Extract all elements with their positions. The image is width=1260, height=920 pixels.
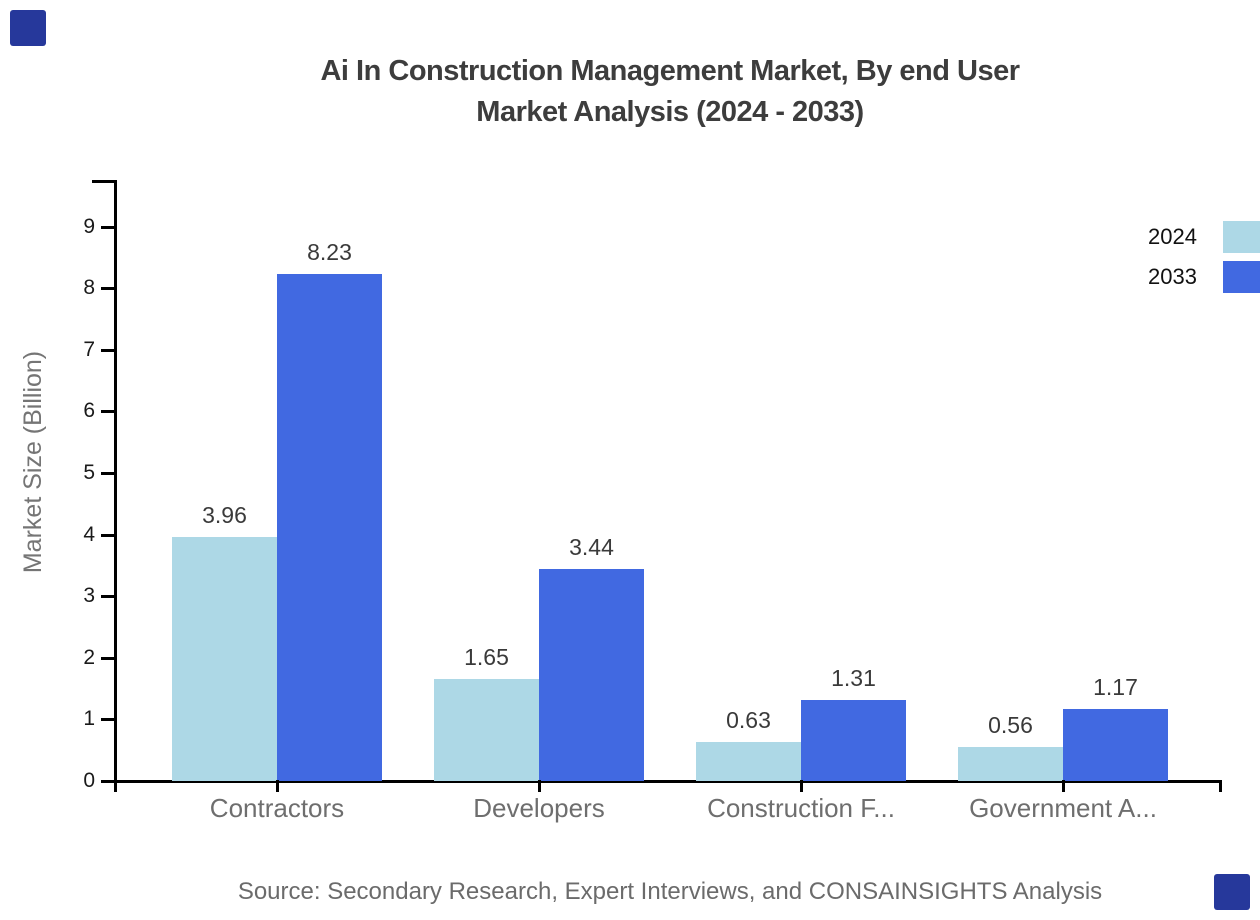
y-axis-end-cap [92,180,114,183]
bar-2024-Government A... [958,747,1063,781]
corner-mark-top-left-icon [10,10,46,46]
y-tick-label: 8 [83,276,95,300]
y-tick-label: 0 [83,769,95,792]
y-tick-label: 7 [83,337,95,361]
bar-2033-Developers [539,569,644,781]
chart-title-line2: Market Analysis (2024 - 2033) [476,96,864,128]
x-tick [538,780,541,792]
y-tick-label: 4 [83,522,95,546]
y-tick [101,410,114,414]
source-note: Source: Secondary Research, Expert Inter… [237,878,1103,905]
bar-2033-Government A... [1063,709,1168,781]
y-tick [101,348,114,352]
chart-title-line1: Ai In Construction Management Market, By… [320,55,1020,87]
y-tick [101,287,114,291]
y-tick [101,225,114,229]
bar-2024-Construction F... [696,742,801,781]
y-tick [101,656,114,660]
y-axis-line [114,180,117,783]
bar-value-label: 0.63 [726,707,771,733]
y-tick-label: 1 [83,707,95,731]
y-tick-label: 9 [83,214,95,238]
bar-value-label: 1.17 [1093,674,1138,700]
x-category-label: Contractors [209,793,345,823]
bar-value-label: 3.96 [202,502,247,528]
y-tick-label: 5 [83,461,95,484]
bar-2024-Developers [434,679,539,781]
y-tick [101,718,114,722]
bar-2024-Contractors [172,537,277,781]
bar-value-label: 0.56 [988,712,1033,738]
x-axis-right-cap [1219,780,1222,792]
x-category-label: Government A... [969,793,1157,823]
corner-mark-bottom-right-icon [1214,874,1250,910]
y-tick [101,780,114,783]
x-axis-line [114,780,1222,783]
y-tick-label: 6 [83,399,95,423]
x-tick [1062,780,1065,792]
bar-2033-Construction F... [801,700,906,781]
x-category-label: Developers [473,793,605,823]
bar-value-label: 3.44 [569,534,614,560]
y-tick [101,533,114,537]
y-tick-label: 3 [83,584,95,608]
x-category-label: Construction F... [707,793,895,823]
chart-title: Ai In Construction Management Market, By… [78,51,1260,133]
bar-2033-Contractors [277,274,382,781]
bar-value-label: 1.65 [464,644,509,670]
x-axis-left-cap [114,780,117,792]
x-tick [800,780,803,792]
x-tick [276,780,279,792]
y-tick-label: 2 [83,645,95,669]
bar-value-label: 8.23 [307,239,352,265]
y-tick [101,595,114,599]
y-tick [101,472,114,475]
bar-value-label: 1.31 [831,665,876,691]
